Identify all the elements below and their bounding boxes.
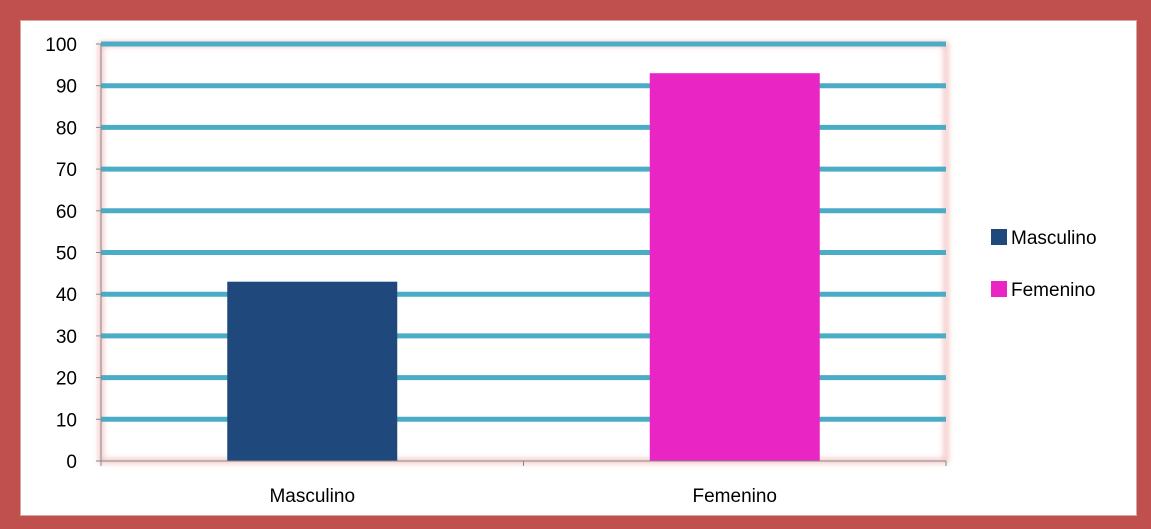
y-tick-label-70: 70 <box>56 160 77 181</box>
y-tick-label-40: 40 <box>56 285 77 306</box>
bar-femenino <box>649 73 820 461</box>
y-tick-label-10: 10 <box>56 410 77 431</box>
y-tick-label-80: 80 <box>56 118 77 139</box>
x-tick-label-femenino: Femenino <box>693 486 778 507</box>
x-axis-tick-labels: Masculino Femenino <box>269 486 777 507</box>
y-tick-label-20: 20 <box>56 369 77 390</box>
bars <box>227 73 820 461</box>
chart-area: 0 10 20 30 40 50 60 70 80 90 100 Masculino Femenino… <box>20 20 1137 516</box>
y-tick-label-0: 0 <box>66 452 77 473</box>
legend-swatch-masculino <box>991 229 1007 245</box>
legend-swatch-femenino <box>991 281 1007 297</box>
x-tick-label-masculino: Masculino <box>269 486 355 507</box>
y-tick-label-50: 50 <box>56 244 77 265</box>
bar-masculino <box>227 281 398 461</box>
y-tick-label-90: 90 <box>56 77 77 98</box>
axes <box>96 43 947 466</box>
y-tick-label-100: 100 <box>45 35 77 56</box>
bar-chart: 0 10 20 30 40 50 60 70 80 90 100 Masculino Femenino… <box>45 35 1097 507</box>
legend-label-masculino: Masculino <box>1011 228 1097 249</box>
y-tick-label-30: 30 <box>56 327 77 348</box>
legend: Masculino Femenino <box>991 228 1097 301</box>
y-tick-label-60: 60 <box>56 202 77 223</box>
legend-label-femenino: Femenino <box>1011 280 1096 301</box>
y-axis-tick-labels: 0 10 20 30 40 50 60 70 80 90 100 <box>45 35 77 473</box>
